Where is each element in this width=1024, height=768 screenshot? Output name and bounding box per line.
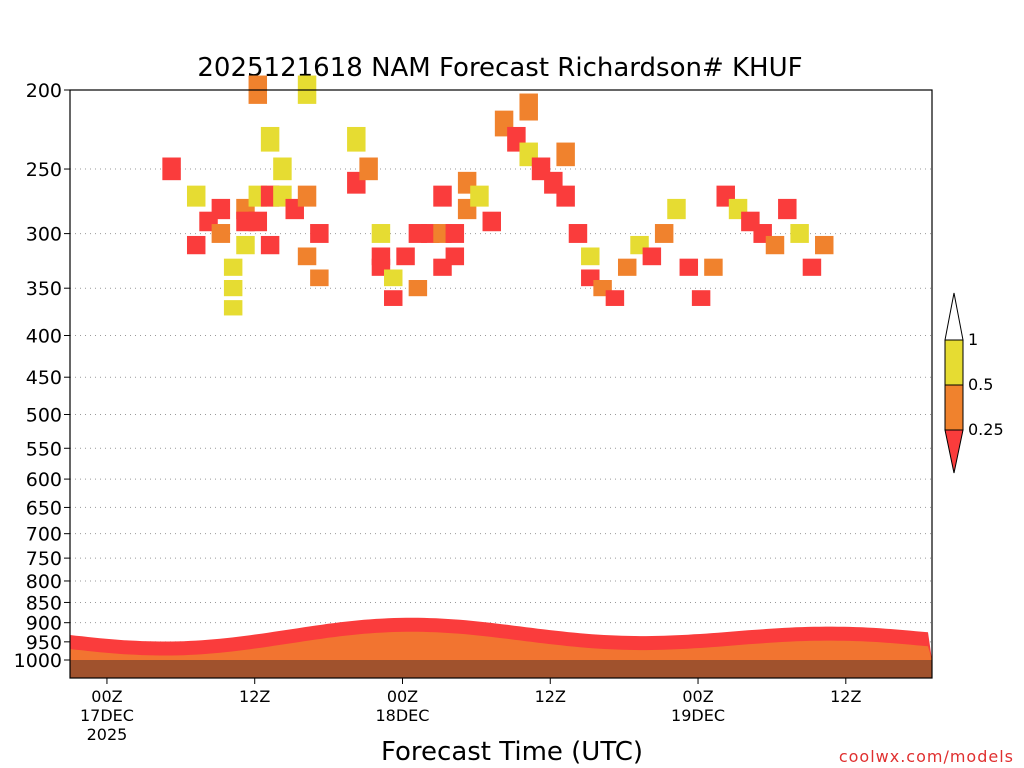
richardson-cell [654, 224, 674, 243]
richardson-cell [223, 280, 243, 297]
richardson-cell [162, 157, 181, 181]
richardson-cell [396, 247, 415, 266]
richardson-cell [260, 126, 280, 152]
richardson-cell [815, 235, 834, 255]
richardson-cell [236, 235, 255, 255]
richardson-cell [445, 247, 465, 266]
richardson-cell [581, 247, 600, 266]
legend-swatch [944, 384, 964, 431]
legend-level-label: 0.5 [968, 375, 993, 394]
richardson-cell [605, 290, 625, 306]
richardson-cell [667, 198, 686, 220]
plot-frame [69, 89, 933, 679]
y-tick-label: 250 [26, 159, 62, 181]
richardson-cell [384, 269, 403, 287]
x-tick-date: 18DEC [376, 706, 430, 725]
richardson-cell [642, 247, 662, 266]
richardson-cell [297, 185, 317, 207]
richardson-cell [482, 211, 501, 232]
richardson-cell [359, 157, 378, 181]
y-axis: 200 250 300 350 400 450 500 550 600 650 7007508008… [14, 80, 70, 672]
y-tick-label: 200 [26, 80, 62, 102]
richardson-cell [408, 280, 428, 297]
legend-swatch [944, 339, 964, 386]
legend-level-label: 1 [968, 330, 978, 349]
richardson-cell [617, 258, 637, 276]
richardson-cell [679, 258, 699, 276]
boundary-layer-band-inner [70, 631, 932, 660]
richardson-cell [347, 126, 366, 152]
x-tick-label: 12Z [830, 687, 861, 706]
y-tick-label: 850 [26, 592, 62, 614]
richardson-cell [704, 258, 723, 276]
y-tick-label: 450 [26, 367, 62, 389]
richardson-cell [273, 157, 292, 181]
x-axis-label: Forecast Time (UTC) [381, 737, 643, 767]
legend-arrow-top [944, 292, 964, 341]
watermark: coolwx.com/models [839, 747, 1014, 766]
y-tick-label: 550 [26, 438, 62, 460]
x-tick-label: 00Z [91, 687, 122, 706]
richardson-cell [248, 211, 268, 232]
richardson-cell [310, 224, 329, 243]
richardson-cell [568, 224, 588, 243]
y-tick-label: 950 [26, 632, 62, 654]
y-tick-label: 800 [26, 571, 62, 593]
y-tick-label: 300 [26, 224, 62, 246]
richardson-cell [433, 185, 452, 207]
x-tick-label: 12Z [535, 687, 566, 706]
richardson-cell [260, 235, 280, 255]
legend: 1 0.5 0.25 [944, 292, 1004, 474]
ground-fill [70, 660, 932, 678]
chart-title: 2025121618 NAM Forecast Richardson# KHUF [197, 53, 802, 83]
x-tick-year: 2025 [87, 725, 128, 744]
surface-band [70, 617, 932, 678]
y-tick-label: 650 [26, 497, 62, 519]
richardson-cell [778, 198, 797, 220]
x-tick-label: 00Z [387, 687, 418, 706]
richardson-cell [371, 224, 391, 243]
richardson-cell [765, 235, 785, 255]
y-tick-label: 350 [26, 278, 62, 300]
x-tick-date: 17DEC [80, 706, 134, 725]
legend-level-label: 0.25 [968, 420, 1004, 439]
richardson-cell [186, 235, 206, 255]
richardson-cell [470, 185, 489, 207]
y-tick-label: 400 [26, 325, 62, 347]
y-tick-label: 600 [26, 469, 62, 491]
legend-arrow-bottom [944, 429, 964, 474]
richardson-cell [556, 142, 575, 167]
richardson-cell [519, 93, 538, 121]
y-tick-label: 500 [26, 405, 62, 427]
richardson-cell [223, 300, 243, 316]
richardson-cell [297, 247, 317, 266]
richardson-cell [211, 198, 231, 220]
richardson-cells [162, 75, 834, 316]
richardson-cell [186, 185, 206, 207]
richardson-cell [445, 224, 465, 243]
x-tick-label: 12Z [239, 687, 270, 706]
y-tick-label: 900 [26, 613, 62, 635]
y-tick-label: 750 [26, 548, 62, 570]
richardson-cell [384, 290, 403, 306]
richardson-cell [802, 258, 822, 276]
y-tick-label: 1000 [14, 650, 62, 672]
richardson-cell [691, 290, 711, 306]
richardson-cell [211, 224, 231, 243]
richardson-cell [790, 224, 809, 243]
richardson-cell [310, 269, 329, 287]
richardson-cell [556, 185, 575, 207]
richardson-cell [223, 258, 243, 276]
x-tick-label: 00Z [682, 687, 713, 706]
x-tick-date: 19DEC [671, 706, 725, 725]
y-tick-label: 700 [26, 524, 62, 546]
